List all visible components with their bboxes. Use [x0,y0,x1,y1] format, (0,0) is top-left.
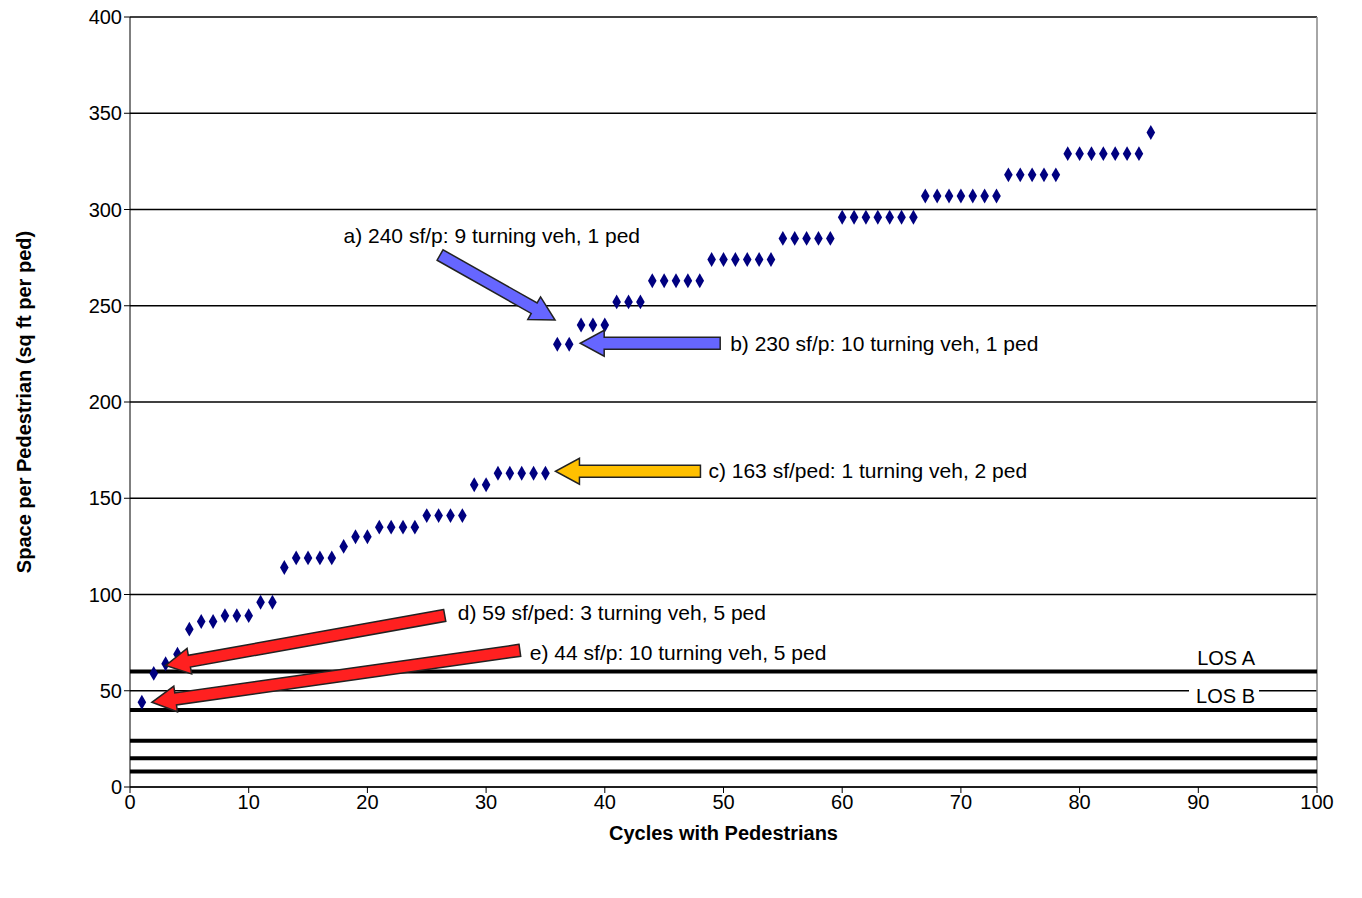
svg-text:e) 44 sf/p: 10 turning veh, 5: e) 44 sf/p: 10 turning veh, 5 ped [530,641,827,664]
svg-text:100: 100 [89,584,122,606]
svg-text:50: 50 [712,791,734,813]
svg-text:70: 70 [950,791,972,813]
svg-text:250: 250 [89,295,122,317]
svg-text:0: 0 [124,791,135,813]
svg-text:100: 100 [1300,791,1333,813]
svg-text:30: 30 [475,791,497,813]
svg-text:20: 20 [356,791,378,813]
svg-text:90: 90 [1187,791,1209,813]
svg-text:LOS A: LOS A [1197,647,1255,669]
svg-text:c) 163 sf/ped: 1 turning veh,: c) 163 sf/ped: 1 turning veh, 2 ped [708,459,1027,482]
svg-text:d) 59 sf/ped: 3 turning veh, 5: d) 59 sf/ped: 3 turning veh, 5 ped [458,601,766,624]
svg-text:50: 50 [100,680,122,702]
svg-text:200: 200 [89,391,122,413]
svg-text:60: 60 [831,791,853,813]
svg-text:300: 300 [89,199,122,221]
svg-text:40: 40 [594,791,616,813]
svg-text:b) 230 sf/p: 10 turning veh, 1: b) 230 sf/p: 10 turning veh, 1 ped [730,332,1038,355]
svg-text:LOS B: LOS B [1196,685,1255,707]
svg-text:Space per Pedestrian (sq ft pe: Space per Pedestrian (sq ft per ped) [13,231,35,573]
svg-text:a) 240 sf/p: 9 turning veh, 1: a) 240 sf/p: 9 turning veh, 1 ped [344,224,641,247]
svg-text:10: 10 [238,791,260,813]
svg-text:150: 150 [89,487,122,509]
svg-text:350: 350 [89,102,122,124]
svg-text:0: 0 [111,776,122,798]
svg-text:80: 80 [1068,791,1090,813]
svg-text:Cycles with Pedestrians: Cycles with Pedestrians [609,822,838,844]
svg-text:400: 400 [89,6,122,28]
